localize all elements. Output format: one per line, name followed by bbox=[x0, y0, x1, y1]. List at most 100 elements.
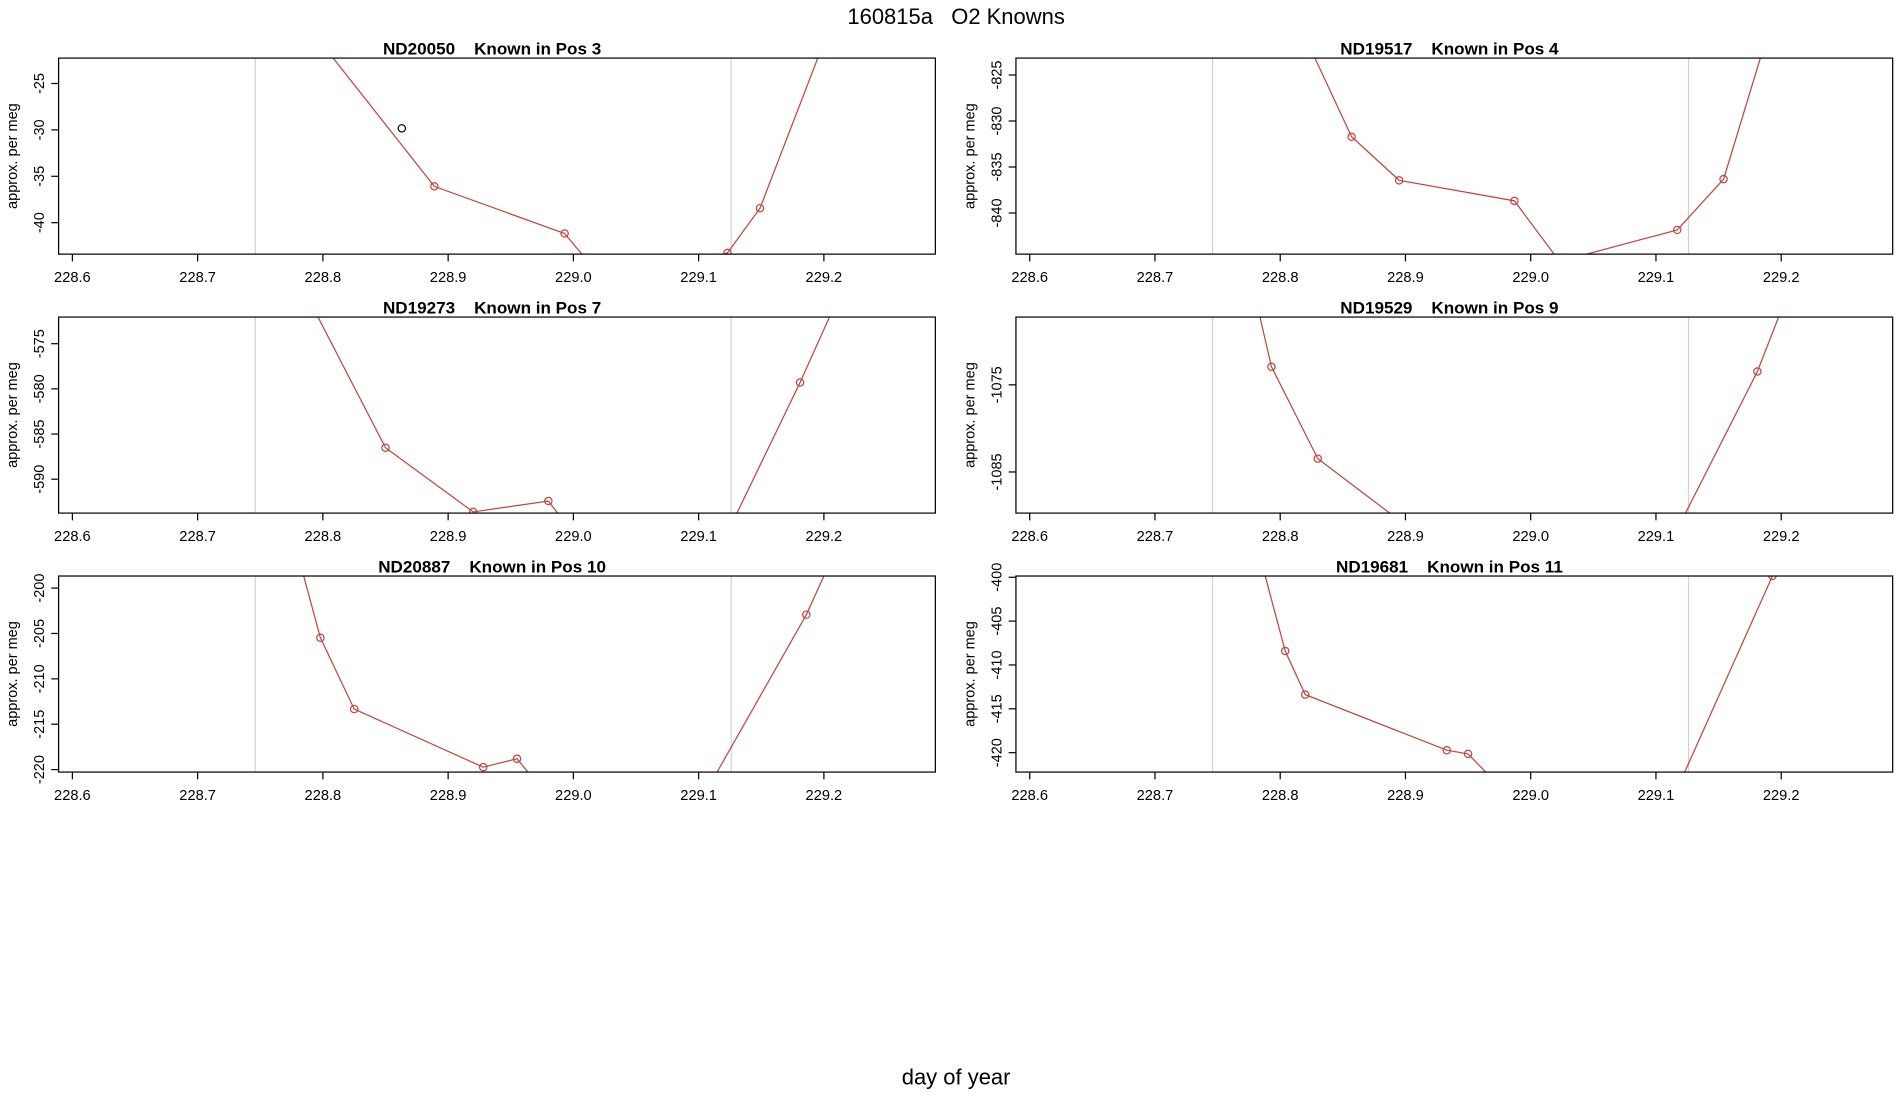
data-point bbox=[1753, 367, 1762, 376]
data-point bbox=[295, 277, 302, 284]
y-tick-label: -35 bbox=[32, 166, 48, 187]
data-point bbox=[723, 248, 732, 255]
x-tick-label: 229.0 bbox=[1512, 788, 1549, 804]
plot-area bbox=[295, 11, 833, 286]
y-tick-label: -825 bbox=[989, 60, 1005, 89]
data-point bbox=[1267, 362, 1276, 371]
y-tick-label: -580 bbox=[32, 374, 48, 403]
data-point bbox=[1618, 908, 1625, 915]
data-point bbox=[1394, 176, 1404, 185]
data-point bbox=[1297, 23, 1304, 30]
plot-frame bbox=[58, 316, 936, 514]
x-tick-label: 229.0 bbox=[1512, 529, 1549, 545]
y-tick-label: -410 bbox=[989, 650, 1005, 679]
y-tick-label: -25 bbox=[32, 73, 48, 94]
y-axis-label: approx. per meg bbox=[5, 103, 21, 209]
panel-title: ND19273 Known in Pos 7 bbox=[383, 298, 601, 317]
data-point bbox=[755, 203, 765, 213]
plot-frame bbox=[1015, 57, 1894, 255]
x-tick-label: 229.0 bbox=[1512, 270, 1549, 286]
y-axis-label: approx. per meg bbox=[5, 362, 21, 468]
plot-area bbox=[1297, 23, 1762, 265]
x-tick-label: 228.7 bbox=[1137, 529, 1174, 545]
panel: ND19529 Known in Pos 9 approx. per meg 228… bbox=[962, 298, 1894, 545]
x-tick-label: 228.6 bbox=[1011, 788, 1048, 804]
x-tick-label: 228.9 bbox=[1387, 529, 1424, 545]
data-point bbox=[512, 754, 522, 763]
y-tick-label: -405 bbox=[989, 607, 1005, 636]
x-tick-label: 228.9 bbox=[430, 788, 467, 804]
panel-title: ND19681 Known in Pos 11 bbox=[1336, 557, 1563, 576]
x-tick-label: 228.7 bbox=[1137, 270, 1174, 286]
x-tick-label: 228.9 bbox=[1387, 270, 1424, 286]
data-point bbox=[430, 182, 439, 191]
y-tick-label: -200 bbox=[32, 574, 48, 603]
x-tick-label: 228.6 bbox=[1011, 529, 1048, 545]
data-point bbox=[316, 633, 325, 642]
x-tick-label: 229.1 bbox=[680, 270, 717, 286]
y-tick-label: -210 bbox=[32, 664, 48, 693]
data-point bbox=[1463, 749, 1473, 759]
y-tick-label: -1075 bbox=[989, 366, 1005, 403]
x-tick-label: 228.7 bbox=[179, 788, 216, 804]
data-point bbox=[636, 905, 643, 912]
data-point bbox=[664, 654, 671, 661]
x-tick-label: 228.8 bbox=[1262, 270, 1299, 286]
y-axis-label: approx. per meg bbox=[962, 621, 978, 727]
data-point bbox=[1556, 258, 1563, 265]
y-tick-label: -30 bbox=[32, 119, 48, 140]
y-tick-label: -590 bbox=[32, 465, 48, 494]
y-tick-label: -215 bbox=[32, 710, 48, 739]
x-tick-label: 228.6 bbox=[54, 529, 91, 545]
panel-title: ND20050 Known in Pos 3 bbox=[383, 40, 601, 59]
data-line bbox=[332, 58, 819, 255]
y-tick-label: -40 bbox=[32, 212, 48, 233]
plot-area bbox=[1257, 554, 1777, 915]
data-point bbox=[1280, 646, 1290, 656]
data-point bbox=[1442, 745, 1452, 755]
x-tick-label: 228.7 bbox=[179, 270, 216, 286]
plot-area bbox=[1259, 317, 1780, 514]
data-point bbox=[1347, 132, 1356, 141]
y-tick-label: -1085 bbox=[989, 453, 1005, 490]
x-tick-label: 229.0 bbox=[555, 788, 592, 804]
x-axis-label: day of year bbox=[902, 1064, 1011, 1089]
data-line bbox=[1314, 58, 1762, 255]
data-point bbox=[802, 610, 811, 619]
x-tick-label: 229.2 bbox=[1763, 788, 1800, 804]
x-tick-label: 229.0 bbox=[555, 270, 592, 286]
x-tick-label: 228.8 bbox=[305, 270, 342, 286]
x-tick-label: 228.9 bbox=[1387, 788, 1424, 804]
data-point bbox=[295, 11, 302, 18]
data-line bbox=[1259, 317, 1780, 514]
x-tick-label: 228.9 bbox=[430, 270, 467, 286]
data-line bbox=[317, 317, 831, 514]
panel-title: ND19529 Known in Pos 9 bbox=[1340, 298, 1558, 317]
data-point bbox=[1257, 554, 1264, 561]
data-point bbox=[602, 279, 609, 286]
data-point bbox=[397, 124, 407, 133]
data-point bbox=[826, 22, 833, 29]
data-point bbox=[1672, 225, 1682, 235]
x-tick-label: 229.1 bbox=[1638, 529, 1675, 545]
plot-frame bbox=[1015, 575, 1894, 773]
data-point bbox=[560, 229, 569, 238]
data-point bbox=[1300, 690, 1310, 699]
x-tick-label: 228.7 bbox=[1137, 788, 1174, 804]
data-point bbox=[1719, 174, 1728, 184]
x-tick-label: 228.8 bbox=[1262, 788, 1299, 804]
panel: ND20887 Known in Pos 10 approx. per meg 22… bbox=[5, 557, 936, 912]
x-tick-label: 228.8 bbox=[305, 788, 342, 804]
y-tick-label: -220 bbox=[32, 755, 48, 784]
x-tick-label: 228.6 bbox=[1011, 270, 1048, 286]
y-axis-label: approx. per meg bbox=[5, 621, 21, 727]
x-tick-label: 229.1 bbox=[680, 788, 717, 804]
plot-frame bbox=[58, 57, 936, 255]
x-tick-label: 229.2 bbox=[1763, 270, 1800, 286]
panel: ND19517 Known in Pos 4 approx. per meg 228… bbox=[962, 23, 1894, 286]
y-tick-label: -585 bbox=[32, 420, 48, 449]
y-tick-label: -420 bbox=[989, 738, 1005, 767]
y-tick-label: -415 bbox=[989, 694, 1005, 723]
x-tick-label: 228.8 bbox=[305, 529, 342, 545]
panel-title: ND19517 Known in Pos 4 bbox=[1340, 40, 1559, 59]
